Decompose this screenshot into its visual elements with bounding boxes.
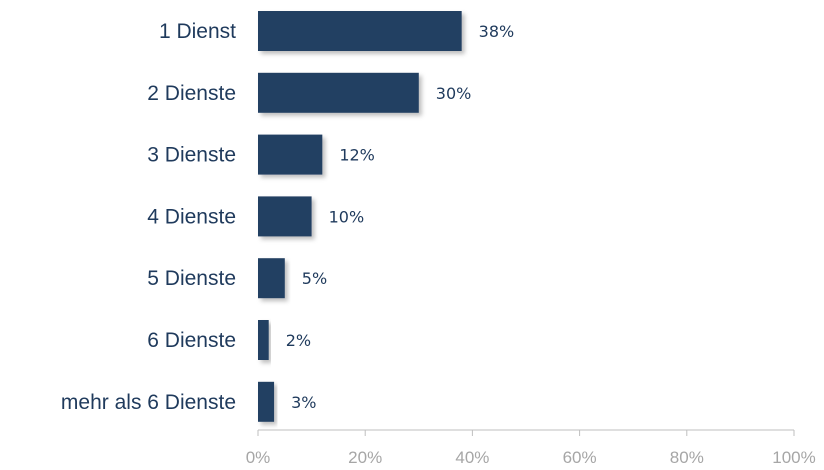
category-labels: 1 Dienst 2 Dienste 3 Dienste 4 Dienste 5 Die…	[61, 20, 236, 414]
value-label-3-dienste: 12%	[339, 146, 375, 165]
value-label-mehr-als-6-dienste: 3%	[291, 393, 316, 412]
category-label-6-dienste: 6 Dienste	[147, 329, 236, 352]
value-label-4-dienste: 10%	[329, 207, 365, 226]
bar-1-dienst	[258, 11, 462, 51]
bar-5-dienste	[258, 258, 285, 298]
value-label-5-dienste: 5%	[302, 269, 327, 288]
category-label-2-dienste: 2 Dienste	[147, 82, 236, 105]
category-label-4-dienste: 4 Dienste	[147, 205, 236, 228]
x-tick-label: 80%	[670, 448, 704, 467]
bar-mehr-als-6-dienste	[258, 382, 274, 422]
category-label-1-dienst: 1 Dienst	[159, 20, 236, 43]
value-label-1-dienst: 38%	[479, 22, 515, 41]
x-tick-label: 100%	[772, 448, 815, 467]
x-tick-label: 60%	[563, 448, 597, 467]
category-label-3-dienste: 3 Dienste	[147, 144, 236, 167]
value-label-6-dienste: 2%	[286, 331, 311, 350]
x-tick-label: 40%	[455, 448, 489, 467]
category-label-mehr-als-6-dienste: mehr als 6 Dienste	[61, 391, 236, 414]
x-axis: 0% 20% 40% 60% 80% 100%	[246, 430, 816, 467]
value-label-2-dienste: 30%	[436, 84, 472, 103]
category-label-5-dienste: 5 Dienste	[147, 267, 236, 290]
bar-2-dienste	[258, 73, 419, 113]
bar-3-dienste	[258, 135, 322, 175]
bar-6-dienste	[258, 320, 269, 360]
x-tick-label: 20%	[348, 448, 382, 467]
x-tick-label: 0%	[246, 448, 271, 467]
bar-4-dienste	[258, 196, 312, 236]
